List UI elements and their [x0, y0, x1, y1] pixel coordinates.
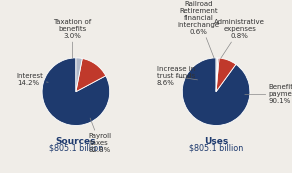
- Text: Uses: Uses: [204, 137, 228, 146]
- Text: Benefit
payments
90.1%: Benefit payments 90.1%: [245, 84, 292, 104]
- Text: Increase in
trust funds
8.6%: Increase in trust funds 8.6%: [157, 66, 197, 86]
- Text: Interest
14.2%: Interest 14.2%: [17, 73, 48, 86]
- Text: Sources: Sources: [56, 137, 96, 146]
- Wedge shape: [216, 58, 219, 92]
- Wedge shape: [76, 58, 106, 92]
- Wedge shape: [76, 58, 82, 92]
- Text: Administrative
expenses
0.8%: Administrative expenses 0.8%: [214, 19, 265, 58]
- Wedge shape: [42, 58, 110, 125]
- Wedge shape: [216, 58, 218, 92]
- Text: Railroad
Retirement
financial
interchange
0.6%: Railroad Retirement financial interchang…: [178, 1, 220, 58]
- Text: Taxation of
benefits
3.0%: Taxation of benefits 3.0%: [53, 19, 92, 58]
- Wedge shape: [182, 58, 250, 125]
- Text: Payroll
taxes
82.8%: Payroll taxes 82.8%: [88, 118, 111, 153]
- Wedge shape: [216, 58, 236, 92]
- Text: $805.1 billion: $805.1 billion: [189, 143, 243, 152]
- Text: $805.1 billion: $805.1 billion: [49, 143, 103, 152]
